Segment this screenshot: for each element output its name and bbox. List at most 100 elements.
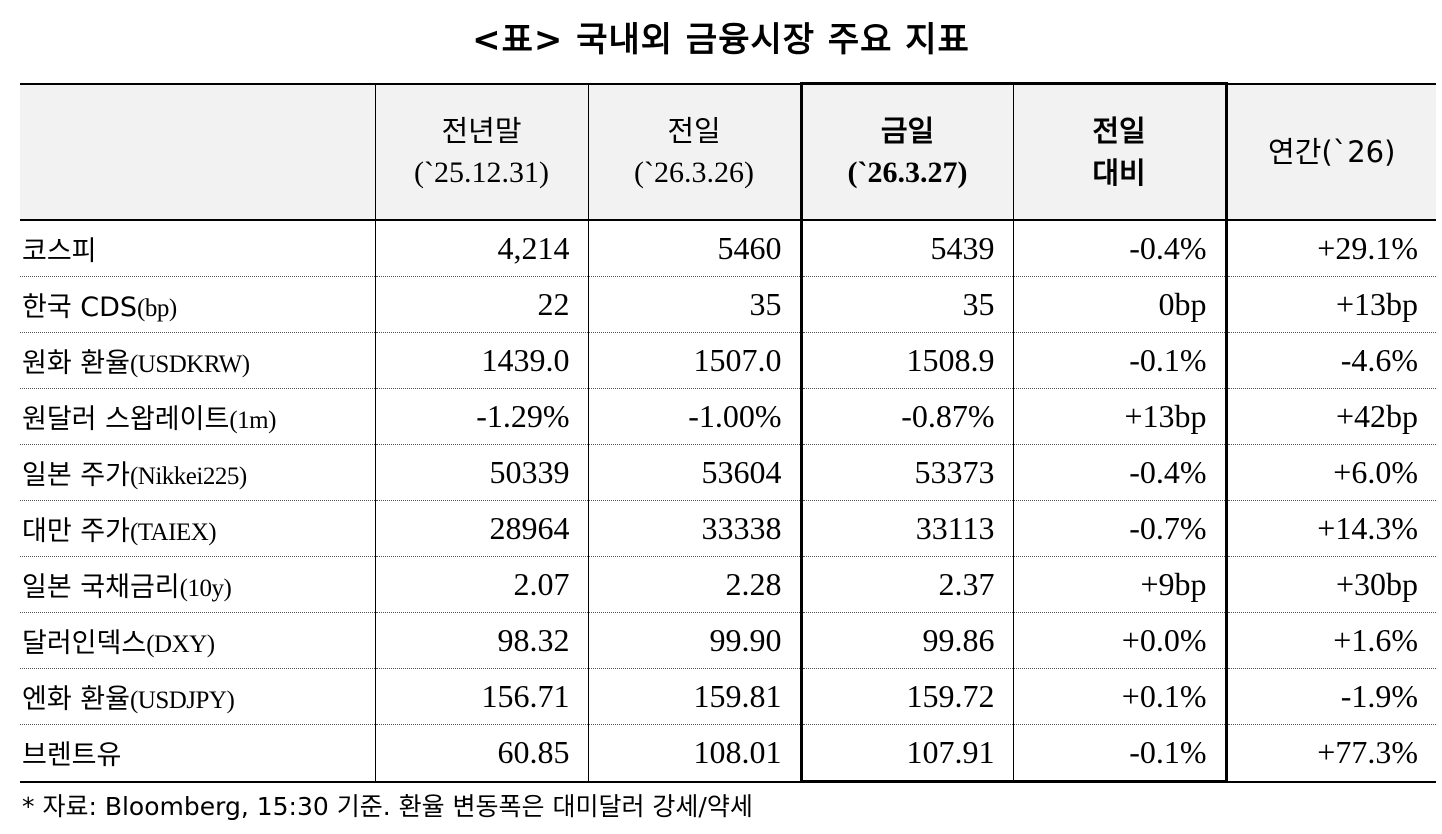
row-label-ko: 코스피 bbox=[22, 236, 97, 267]
cell-ytd: +14.3% bbox=[1225, 500, 1436, 557]
cell-change: 0bp bbox=[1012, 276, 1228, 333]
row-label: 한국 CDS(bp) bbox=[20, 276, 376, 333]
header-prev-day-date: (`26.3.26) bbox=[634, 155, 754, 189]
cell-prev-day: 35 bbox=[587, 276, 802, 333]
table-title: <표> 국내외 금융시장 주요 지표 bbox=[472, 20, 970, 60]
market-indicators-table: 전년말 (`25.12.31) 전일 (`26.3.26) 금일 (`26.3.… bbox=[20, 82, 1436, 783]
source-footnote: * 자료: Bloomberg, 15:30 기준. 환율 변동폭은 대미달러 … bbox=[22, 792, 753, 821]
row-label-ko: 원화 환율 bbox=[22, 348, 130, 379]
row-label-en: (DXY) bbox=[146, 631, 215, 658]
cell-change: +9bp bbox=[1012, 556, 1228, 613]
cell-ytd: -1.9% bbox=[1225, 668, 1436, 725]
table-row: 브렌트유 60.85 108.01 107.91 -0.1% +77.3% bbox=[20, 724, 1436, 783]
cell-prev-year-end: 22 bbox=[374, 276, 589, 333]
row-label: 일본 국채금리(10y) bbox=[20, 556, 376, 613]
row-label-ko: 달러인덱스 bbox=[22, 628, 147, 659]
cell-today: 107.91 bbox=[799, 724, 1014, 783]
table-body: 코스피 4,214 5460 5439 -0.4% +29.1% 한국 CDS(bp) 22 3… bbox=[20, 220, 1436, 783]
cell-change: -0.1% bbox=[1012, 724, 1228, 783]
cell-ytd: -4.6% bbox=[1225, 332, 1436, 389]
header-prev-day-label: 전일 bbox=[667, 113, 721, 148]
row-label: 일본 주가(Nikkei225) bbox=[20, 444, 376, 501]
cell-ytd: +6.0% bbox=[1225, 444, 1436, 501]
cell-change: +0.1% bbox=[1012, 668, 1228, 725]
cell-prev-year-end: 98.32 bbox=[374, 612, 589, 669]
row-label-en: (bp) bbox=[137, 295, 177, 322]
row-label-ko: 일본 주가 bbox=[22, 460, 130, 491]
row-label-ko: 브렌트유 bbox=[22, 740, 122, 772]
header-label bbox=[20, 82, 376, 221]
cell-change: +0.0% bbox=[1012, 612, 1228, 669]
cell-ytd: +29.1% bbox=[1225, 220, 1436, 277]
table-row: 원달러 스왑레이트(1m) -1.29% -1.00% -0.87% +13bp +42b… bbox=[20, 388, 1436, 445]
cell-ytd: +13bp bbox=[1225, 276, 1436, 333]
header-prev-year-end-label: 전년말 bbox=[441, 113, 522, 148]
row-label-ko: 한국 CDS bbox=[22, 292, 138, 323]
table-row: 엔화 환율(USDJPY) 156.71 159.81 159.72 +0.1% -1.9… bbox=[20, 668, 1436, 725]
header-today-label: 금일 bbox=[880, 114, 935, 148]
row-label-ko: 원달러 스왑레이트 bbox=[22, 404, 230, 435]
cell-change: -0.4% bbox=[1012, 444, 1228, 501]
header-prev-year-end: 전년말 (`25.12.31) bbox=[374, 82, 589, 221]
cell-prev-year-end: 2.07 bbox=[374, 556, 589, 613]
row-label-en: (USDKRW) bbox=[129, 351, 250, 378]
cell-today: 2.37 bbox=[799, 556, 1014, 613]
cell-today: -0.87% bbox=[799, 388, 1014, 445]
cell-prev-day: 108.01 bbox=[587, 724, 802, 783]
cell-prev-year-end: 156.71 bbox=[374, 668, 589, 725]
row-label-en: (10y) bbox=[179, 575, 232, 602]
cell-prev-day: 159.81 bbox=[587, 668, 802, 725]
row-label: 원달러 스왑레이트(1m) bbox=[20, 388, 376, 445]
row-label-en: (1m) bbox=[229, 407, 276, 434]
row-label: 달러인덱스(DXY) bbox=[20, 612, 376, 669]
row-label: 대만 주가(TAIEX) bbox=[20, 500, 376, 557]
cell-today: 35 bbox=[799, 276, 1014, 333]
header-today-date: (`26.3.27) bbox=[847, 156, 968, 189]
cell-prev-day: -1.00% bbox=[587, 388, 802, 445]
header-change-line2: 대비 bbox=[1092, 156, 1146, 190]
row-label-en: (TAIEX) bbox=[129, 519, 217, 546]
row-label-en: (Nikkei225) bbox=[129, 463, 247, 490]
table-row: 한국 CDS(bp) 22 35 35 0bp +13bp bbox=[20, 276, 1436, 333]
cell-prev-year-end: 28964 bbox=[374, 500, 589, 557]
cell-change: -0.1% bbox=[1012, 332, 1228, 389]
cell-today: 5439 bbox=[799, 220, 1014, 277]
cell-prev-year-end: 1439.0 bbox=[374, 332, 589, 389]
header-change: 전일 대비 bbox=[1012, 82, 1228, 221]
row-label-ko: 일본 국채금리 bbox=[22, 572, 180, 603]
header-prev-day: 전일 (`26.3.26) bbox=[587, 82, 802, 221]
cell-prev-year-end: 50339 bbox=[374, 444, 589, 501]
cell-change: +13bp bbox=[1012, 388, 1228, 445]
cell-change: -0.4% bbox=[1012, 220, 1228, 277]
cell-ytd: +77.3% bbox=[1225, 724, 1436, 783]
table-row: 대만 주가(TAIEX) 28964 33338 33113 -0.7% +14.3% bbox=[20, 500, 1436, 557]
cell-today: 53373 bbox=[799, 444, 1014, 501]
cell-prev-day: 5460 bbox=[587, 220, 802, 277]
header-today: 금일 (`26.3.27) bbox=[799, 82, 1014, 221]
cell-prev-day: 99.90 bbox=[587, 612, 802, 669]
cell-prev-year-end: 4,214 bbox=[374, 220, 589, 277]
row-label: 코스피 bbox=[20, 220, 376, 277]
cell-today: 159.72 bbox=[799, 668, 1014, 725]
header-ytd: 연간(`26) bbox=[1225, 82, 1436, 221]
cell-today: 1508.9 bbox=[799, 332, 1014, 389]
row-label-ko: 대만 주가 bbox=[22, 516, 130, 547]
table-row: 달러인덱스(DXY) 98.32 99.90 99.86 +0.0% +1.6% bbox=[20, 612, 1436, 669]
table-row: 원화 환율(USDKRW) 1439.0 1507.0 1508.9 -0.1% -4.6… bbox=[20, 332, 1436, 389]
cell-ytd: +1.6% bbox=[1225, 612, 1436, 669]
row-label: 원화 환율(USDKRW) bbox=[20, 332, 376, 389]
cell-prev-day: 1507.0 bbox=[587, 332, 802, 389]
cell-today: 33113 bbox=[799, 500, 1014, 557]
header-change-line1: 전일 bbox=[1092, 114, 1146, 148]
cell-prev-year-end: 60.85 bbox=[374, 724, 589, 783]
row-label: 브렌트유 bbox=[20, 724, 376, 783]
cell-prev-day: 53604 bbox=[587, 444, 802, 501]
row-label-ko: 엔화 환율 bbox=[22, 684, 130, 715]
row-label-en: (USDJPY) bbox=[129, 687, 235, 714]
row-label: 엔화 환율(USDJPY) bbox=[20, 668, 376, 725]
cell-prev-year-end: -1.29% bbox=[374, 388, 589, 445]
cell-prev-day: 33338 bbox=[587, 500, 802, 557]
table-row: 일본 국채금리(10y) 2.07 2.28 2.37 +9bp +30bp bbox=[20, 556, 1436, 613]
cell-ytd: +42bp bbox=[1225, 388, 1436, 445]
table-row: 코스피 4,214 5460 5439 -0.4% +29.1% bbox=[20, 220, 1436, 277]
